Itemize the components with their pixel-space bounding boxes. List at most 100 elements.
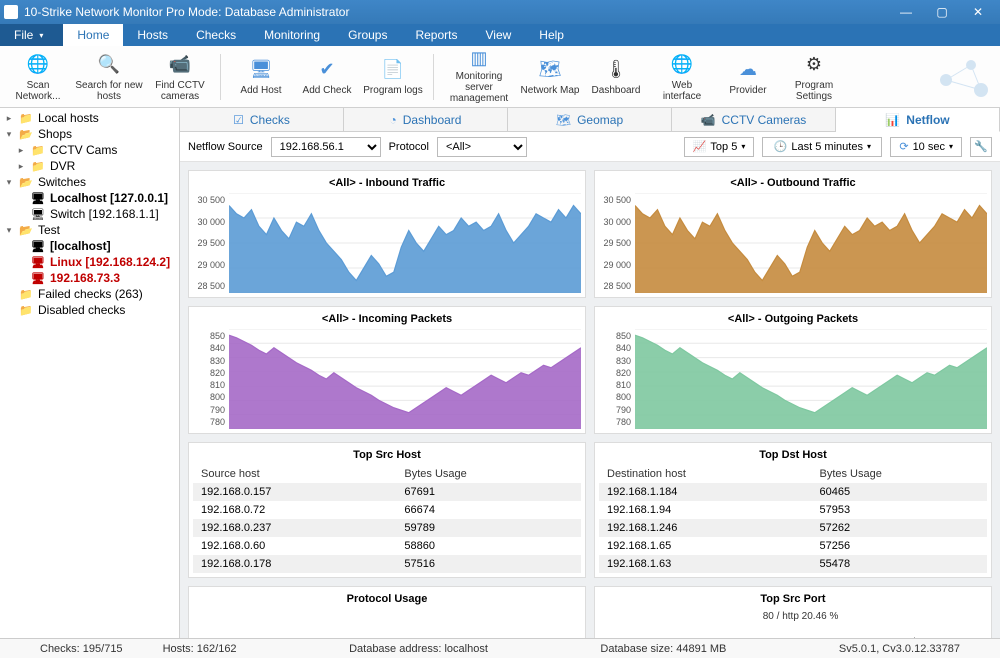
tree-switch[interactable]: 🖥Switch [192.168.1.1]	[0, 206, 179, 222]
netmap-label: Network Map	[521, 85, 580, 96]
search-icon: 🔍	[96, 52, 122, 78]
ribbon: 🌐Scan Network... 🔍Search for new hosts 📹…	[0, 46, 1000, 108]
tree-localhosts[interactable]: ▸📁Local hosts	[0, 110, 179, 126]
panel-title: <All> - Outgoing Packets	[599, 311, 987, 329]
folder-open-icon: 📂	[18, 127, 34, 141]
search-hosts-button[interactable]: 🔍Search for new hosts	[74, 50, 144, 104]
tree-ip733[interactable]: 🖥192.168.73.3	[0, 270, 179, 286]
table-row: 192.168.1.6557256	[599, 537, 987, 555]
add-host-button[interactable]: 🖥Add Host	[231, 50, 291, 104]
add-check-icon: ✔	[314, 57, 340, 83]
tree-dvr[interactable]: ▸📁DVR	[0, 158, 179, 174]
addcheck-label: Add Check	[303, 85, 352, 96]
menu-hosts[interactable]: Hosts	[123, 24, 182, 46]
top-src-port-panel: Top Src Port 80 / http 20.46 % 25 / smtp…	[594, 586, 992, 638]
menubar: File Home Hosts Checks Monitoring Groups…	[0, 24, 1000, 46]
tab-label: Geomap	[577, 113, 623, 127]
tree-label: Switch [192.168.1.1]	[50, 207, 159, 221]
host-icon: 🖥	[30, 239, 46, 253]
tree-localhost127[interactable]: 🖥Localhost [127.0.0.1]	[0, 190, 179, 206]
dashboard-button[interactable]: 🌡Dashboard	[586, 50, 646, 104]
top-label: Top 5	[710, 141, 737, 153]
scan-label: Scan Network...	[8, 80, 68, 102]
settings-label: Program Settings	[784, 80, 844, 102]
program-settings-button[interactable]: ⚙Program Settings	[784, 50, 844, 104]
maximize-button[interactable]: ▢	[924, 1, 960, 23]
donut-label-http: 80 / http 20.46 %	[763, 611, 839, 622]
host-icon: 🖥	[30, 191, 46, 205]
tab-dashboard[interactable]: ◔ Dashboard	[344, 108, 508, 131]
gear-icon: ⚙	[801, 52, 827, 78]
top-select[interactable]: 📈Top 5▾	[684, 137, 755, 157]
logs-label: Program logs	[363, 85, 422, 96]
time-label: Last 5 minutes	[791, 141, 863, 153]
camera-icon: 📹	[167, 52, 193, 78]
tree-linux[interactable]: 🖥Linux [192.168.124.2]	[0, 254, 179, 270]
tree-cctvcams[interactable]: ▸📁CCTV Cams	[0, 142, 179, 158]
folder-error-icon: 📁	[18, 287, 34, 301]
monitoring-server-button[interactable]: ▥Monitoring server management	[444, 50, 514, 104]
provider-button[interactable]: ☁Provider	[718, 50, 778, 104]
status-hosts: Hosts: 162/162	[163, 643, 237, 655]
time-select[interactable]: 🕒Last 5 minutes▾	[762, 137, 882, 157]
titlebar: 10-Strike Network Monitor Pro Mode: Data…	[0, 0, 1000, 24]
tree-label: Local hosts	[38, 111, 99, 125]
refresh-select[interactable]: ⟳10 sec▾	[890, 137, 962, 157]
tree-label: Failed checks (263)	[38, 287, 143, 301]
dashboard-icon: ◔	[390, 113, 397, 127]
globe-icon: 🌐	[25, 52, 51, 78]
tab-label: Dashboard	[403, 113, 462, 127]
menu-monitoring[interactable]: Monitoring	[250, 24, 334, 46]
menu-help[interactable]: Help	[525, 24, 578, 46]
refresh-label: 10 sec	[913, 141, 945, 153]
netflow-icon: 📊	[885, 113, 900, 127]
find-cctv-button[interactable]: 📹Find CCTV cameras	[150, 50, 210, 104]
add-check-button[interactable]: ✔ Add Check	[297, 50, 357, 104]
status-version: Sv5.0.1, Cv3.0.12.33787	[839, 643, 960, 655]
protocol-select[interactable]: <All>	[437, 137, 527, 157]
menu-groups[interactable]: Groups	[334, 24, 401, 46]
outbound-traffic-panel: <All> - Outbound Traffic 30 50030 00029 …	[594, 170, 992, 298]
protocol-label: Protocol	[389, 141, 429, 153]
menu-reports[interactable]: Reports	[401, 24, 471, 46]
netflow-source-select[interactable]: 192.168.56.1	[271, 137, 381, 157]
app-icon	[4, 5, 18, 19]
tab-checks[interactable]: ☑Checks	[180, 108, 344, 131]
tree-label: CCTV Cams	[50, 143, 117, 157]
tree-failed[interactable]: 📁 Failed checks (263)	[0, 286, 179, 302]
table-row: 192.168.0.15767691	[193, 483, 581, 501]
tree-test[interactable]: ▾📂Test	[0, 222, 179, 238]
folder-icon: 📁	[30, 159, 46, 173]
close-button[interactable]: ✕	[960, 1, 996, 23]
scan-network-button[interactable]: 🌐Scan Network...	[8, 50, 68, 104]
menu-view[interactable]: View	[472, 24, 526, 46]
menu-home[interactable]: Home	[63, 24, 123, 46]
logs-icon: 📄	[380, 57, 406, 83]
panel-title: Protocol Usage	[193, 591, 581, 609]
tab-netflow[interactable]: 📊Netflow	[836, 108, 1000, 132]
menu-file[interactable]: File	[0, 24, 63, 46]
table-row: 192.168.1.18460465	[599, 483, 987, 501]
clock-icon: 🕒	[774, 140, 788, 153]
tree-shops[interactable]: ▾📂Shops	[0, 126, 179, 142]
minimize-button[interactable]: —	[888, 1, 924, 23]
tree-switches[interactable]: ▾📂Switches	[0, 174, 179, 190]
web-interface-button[interactable]: 🌐Web interface	[652, 50, 712, 104]
panel-title: <All> - Outbound Traffic	[599, 175, 987, 193]
inbound-traffic-panel: <All> - Inbound Traffic 30 50030 00029 5…	[188, 170, 586, 298]
top-src-host-panel: Top Src Host Source hostBytes Usage192.1…	[188, 442, 586, 578]
netflow-source-label: Netflow Source	[188, 141, 263, 153]
program-logs-button[interactable]: 📄 Program logs	[363, 50, 423, 104]
geomap-icon: 🗺	[556, 113, 571, 127]
app-title: 10-Strike Network Monitor Pro Mode: Data…	[24, 5, 349, 19]
tab-geomap[interactable]: 🗺 Geomap	[508, 108, 672, 131]
tree-localhost[interactable]: 🖥[localhost]	[0, 238, 179, 254]
settings-icon-button[interactable]: 🔧	[970, 137, 992, 157]
addhost-label: Add Host	[240, 85, 281, 96]
menu-checks[interactable]: Checks	[182, 24, 250, 46]
network-map-button[interactable]: 🗺Network Map	[520, 50, 580, 104]
tree-disabled[interactable]: 📁Disabled checks	[0, 302, 179, 318]
tab-cctv[interactable]: 📹CCTV Cameras	[672, 108, 836, 131]
dashboard-label: Dashboard	[592, 85, 641, 96]
tab-label: CCTV Cameras	[722, 113, 807, 127]
